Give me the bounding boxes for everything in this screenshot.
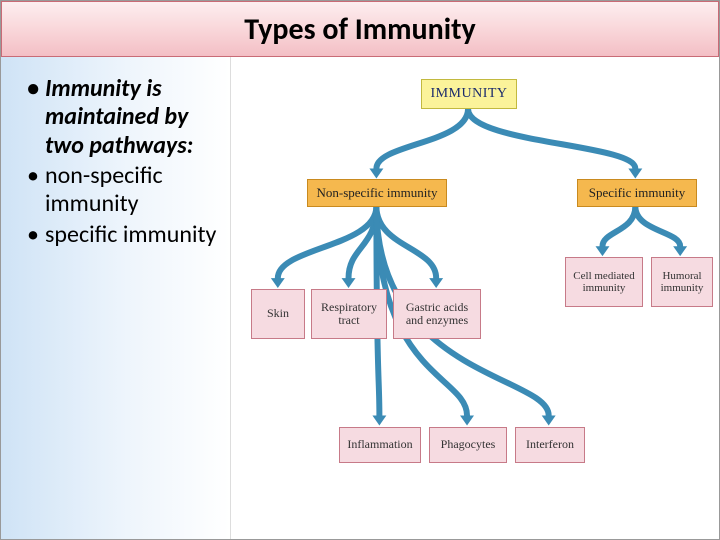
slide-title: Types of Immunity	[244, 11, 475, 48]
diagram-node-nonspec: Non-specific immunity	[307, 179, 447, 207]
diagram-node-skin: Skin	[251, 289, 305, 339]
diagram-node-interf: Interferon	[515, 427, 585, 463]
bullet-list: Immunity is maintained by two pathways:n…	[27, 75, 220, 249]
bullet-item: specific immunity	[27, 221, 220, 249]
diagram-node-humoral: Humoral immunity	[651, 257, 713, 307]
diagram-node-root: IMMUNITY	[421, 79, 517, 109]
content-area: Immunity is maintained by two pathways:n…	[1, 57, 719, 539]
diagram-node-resp: Respiratory tract	[311, 289, 387, 339]
diagram-node-gastric: Gastric acids and enzymes	[393, 289, 481, 339]
bullet-panel: Immunity is maintained by two pathways:n…	[1, 57, 231, 539]
diagram-node-inflam: Inflammation	[339, 427, 421, 463]
diagram-node-cell: Cell mediated immunity	[565, 257, 643, 307]
bullet-item: Immunity is maintained by two pathways:	[27, 75, 220, 160]
slide: Types of Immunity Immunity is maintained…	[0, 0, 720, 540]
diagram-node-phago: Phagocytes	[429, 427, 507, 463]
immunity-diagram: IMMUNITY Non-specific immunity Specific im…	[231, 57, 719, 539]
title-bar: Types of Immunity	[1, 1, 719, 57]
bullet-item: non-specific immunity	[27, 162, 220, 219]
diagram-node-spec: Specific immunity	[577, 179, 697, 207]
